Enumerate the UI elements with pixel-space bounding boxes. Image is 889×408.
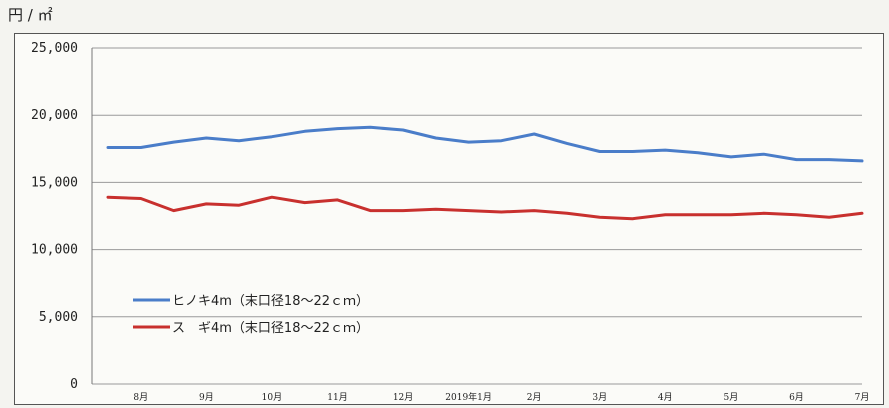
chart-frame [14, 33, 884, 405]
y-tick-label: 20,000 [31, 108, 78, 123]
legend-label: ス ギ4m（末口径18～22ｃｍ） [172, 321, 369, 336]
x-tick-label: 5月 [724, 392, 739, 403]
x-tick-label: 12月 [393, 392, 413, 403]
grid-lines [91, 47, 862, 385]
x-tick-label: 6月 [789, 392, 804, 403]
series-lines [106, 125, 864, 221]
y-tick-label: 25,000 [31, 41, 78, 56]
y-axis-unit-label: 円 / ㎡ [8, 6, 53, 24]
x-tick-label: 7月 [855, 392, 870, 403]
x-tick-label: 3月 [592, 392, 607, 403]
x-tick-label: 2019年1月 [445, 391, 492, 403]
y-tick-label: 5,000 [39, 310, 78, 325]
series-line-0 [106, 125, 864, 163]
y-tick-labels: 0 5,000 10,000 15,000 20,000 25,000 [31, 41, 78, 392]
x-tick-label: 10月 [262, 392, 282, 403]
x-tick-label: 2月 [527, 392, 542, 403]
x-tick-label: 8月 [133, 392, 148, 403]
x-tick-label: 4月 [658, 392, 673, 403]
x-tick-label: 11月 [327, 392, 347, 403]
x-tick-label: 9月 [199, 392, 214, 403]
x-tick-labels: 8月 9月 10月 11月 12月 2019年1月 2月 3月 4月 5月 6月 7月 [133, 391, 869, 403]
legend: ヒノキ4m（末口径18～22ｃｍ） ス ギ4m（末口径18～22ｃｍ） [133, 294, 369, 336]
y-tick-label: 15,000 [31, 175, 78, 190]
series-line-1 [106, 195, 864, 221]
y-tick-label: 0 [70, 377, 78, 392]
y-tick-label: 10,000 [31, 243, 78, 258]
legend-label: ヒノキ4m（末口径18～22ｃｍ） [172, 294, 369, 309]
